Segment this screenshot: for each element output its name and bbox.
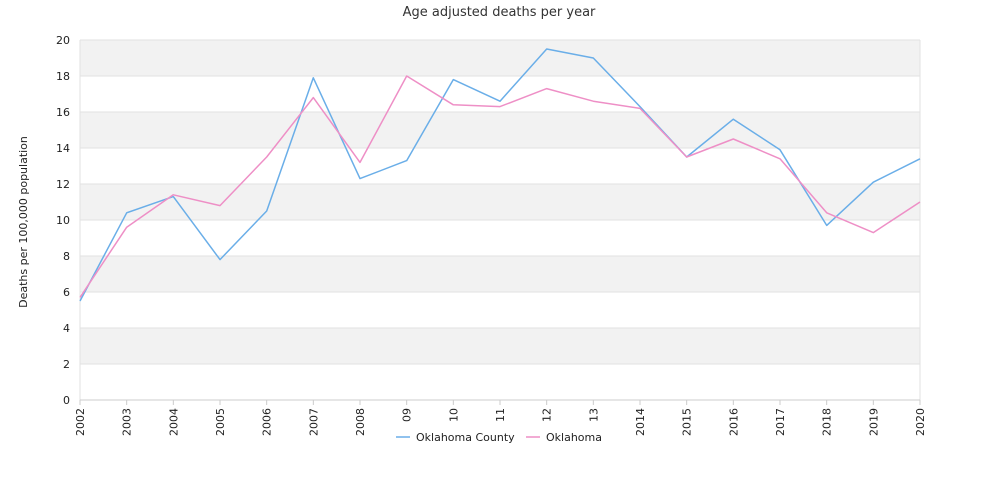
x-tick-label: 2014 — [634, 408, 647, 436]
legend-label: Oklahoma — [546, 431, 602, 444]
x-tick-label: 10 — [447, 408, 460, 422]
y-tick-label: 20 — [56, 34, 70, 47]
y-tick-label: 2 — [63, 358, 70, 371]
x-tick-label: 2003 — [121, 408, 134, 436]
x-tick-label: 2006 — [261, 408, 274, 436]
x-tick-label: 2015 — [681, 408, 694, 436]
series-line-1 — [79, 75, 921, 298]
y-tick-label: 4 — [63, 322, 70, 335]
y-tick-label: 18 — [56, 70, 70, 83]
x-tick-label: 2016 — [727, 408, 740, 436]
grid-band — [80, 112, 920, 148]
x-tick-label: 2017 — [774, 408, 787, 436]
y-tick-label: 0 — [63, 394, 70, 407]
grid-band — [80, 40, 920, 76]
series-line-0 — [79, 48, 921, 302]
y-tick-label: 16 — [56, 106, 70, 119]
grid-band — [80, 328, 920, 364]
y-tick-label: 14 — [56, 142, 70, 155]
x-tick-label: 2002 — [74, 408, 87, 436]
x-axis-ticks: 2002 2003 2004 2005 2006 2007 2008 09 10 11 12 13 20… — [74, 400, 927, 436]
y-axis-ticks: 0 2 4 6 8 10 12 14 16 18 20 — [56, 34, 70, 407]
x-tick-label: 09 — [401, 408, 414, 422]
y-tick-label: 8 — [63, 250, 70, 263]
x-tick-label: 2018 — [821, 408, 834, 436]
x-tick-label: 2020 — [914, 408, 927, 436]
x-tick-label: 2005 — [214, 408, 227, 436]
x-tick-label: 12 — [541, 408, 554, 422]
y-tick-label: 6 — [63, 286, 70, 299]
y-tick-label: 12 — [56, 178, 70, 191]
y-tick-label: 10 — [56, 214, 70, 227]
x-tick-label: 2004 — [167, 408, 180, 436]
grid-band — [80, 184, 920, 220]
x-tick-label: 2019 — [867, 408, 880, 436]
y-axis-label: Deaths per 100,000 population — [17, 136, 30, 308]
legend: Oklahoma County Oklahoma — [396, 431, 602, 444]
chart-title: Age adjusted deaths per year — [403, 5, 596, 20]
x-tick-label: 13 — [587, 408, 600, 422]
x-tick-label: 11 — [494, 408, 507, 422]
x-tick-label: 2007 — [307, 408, 320, 436]
series-lines — [79, 48, 921, 302]
grid-band — [80, 256, 920, 292]
legend-label: Oklahoma County — [416, 431, 515, 444]
x-tick-label: 2008 — [354, 408, 367, 436]
grid-bands — [80, 40, 920, 364]
